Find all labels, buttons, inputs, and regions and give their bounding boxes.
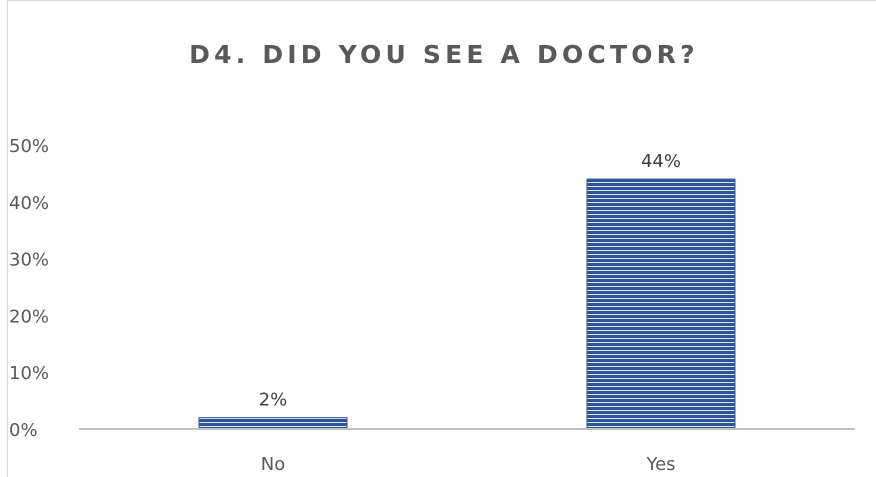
bar-series [198, 178, 736, 430]
y-tick-label: 10% [9, 363, 49, 384]
chart-frame-top [7, 0, 876, 1]
y-tick-label: 30% [9, 250, 49, 271]
chart-title: D4. DID YOU SEE A DOCTOR? [189, 40, 699, 69]
data-label-no: 2% [259, 390, 288, 411]
bar-yes [586, 178, 736, 430]
y-tick-label: 0% [9, 420, 38, 441]
data-label-yes: 44% [641, 151, 681, 172]
y-tick-label: 20% [9, 306, 49, 327]
bar-no [198, 417, 348, 430]
y-tick-label: 50% [9, 136, 49, 157]
bar-data-labels: 2% 44% [259, 151, 681, 411]
x-tick-label-yes: Yes [645, 454, 675, 475]
y-axis-tick-labels: 0% 10% 20% 30% 40% 50% [9, 136, 49, 441]
chart-frame-left [7, 0, 8, 477]
x-tick-label-no: No [261, 454, 285, 475]
y-tick-label: 40% [9, 193, 49, 214]
x-axis-tick-labels: No Yes [261, 454, 676, 475]
